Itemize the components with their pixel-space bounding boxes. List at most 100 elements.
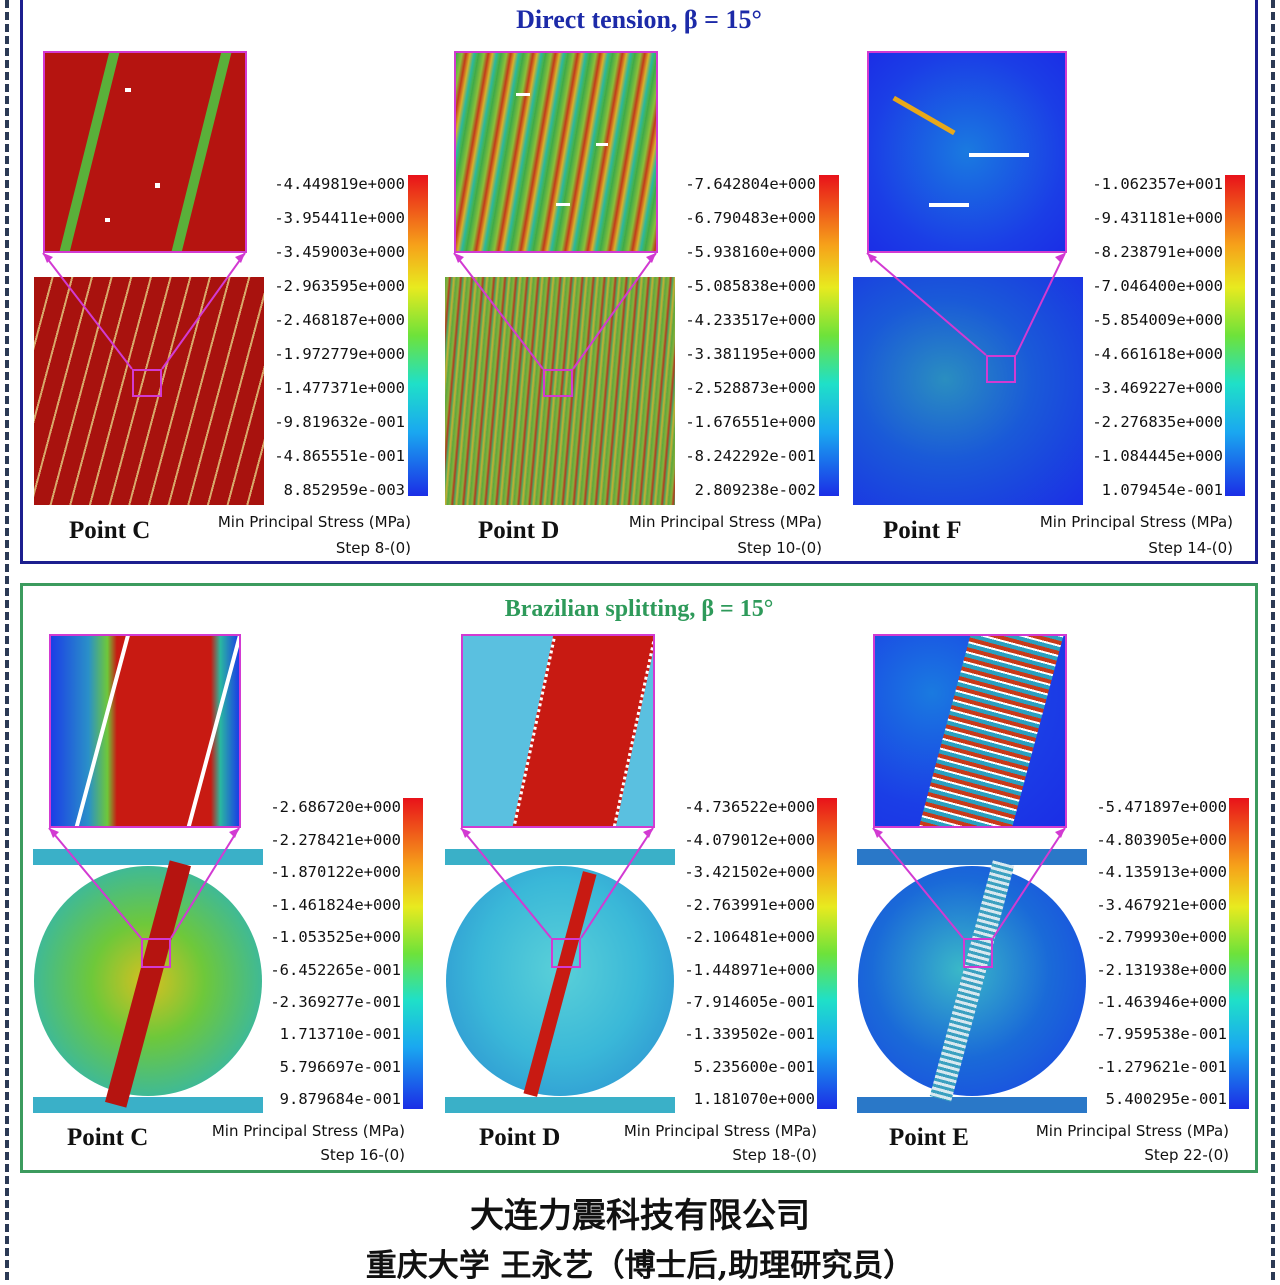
legend-tick-label: -4.079012e+000 bbox=[684, 831, 815, 849]
legend-tick-label: -6.790483e+000 bbox=[685, 209, 816, 227]
legend-tick-label: -2.106481e+000 bbox=[684, 928, 815, 946]
legend-tick-label: -1.062357e+001 bbox=[1092, 175, 1223, 193]
legend-tick-label: -1.339502e-001 bbox=[684, 1025, 815, 1043]
step-label: Step 22-(0) bbox=[1144, 1146, 1229, 1164]
zoomed-detail-image bbox=[461, 634, 655, 828]
color-legend-ticks: -1.062357e+001 -9.431181e+000 -8.238791e… bbox=[1071, 0, 1223, 567]
legend-tick-label: 5.235600e-001 bbox=[693, 1058, 815, 1076]
legend-tick-label: -2.468187e+000 bbox=[274, 311, 405, 329]
legend-tick-label: -2.278421e+000 bbox=[270, 831, 401, 849]
result-cell-point-f: -1.062357e+001 -9.431181e+000 -8.238791e… bbox=[845, 0, 1257, 567]
legend-tick-label: 9.879684e-001 bbox=[279, 1090, 401, 1108]
legend-tick-label: -1.084445e+000 bbox=[1092, 447, 1223, 465]
legend-tick-label: -4.803905e+000 bbox=[1096, 831, 1227, 849]
legend-tick-label: -3.469227e+000 bbox=[1092, 379, 1223, 397]
legend-tick-label: -7.642804e+000 bbox=[685, 175, 816, 193]
panel-title: Direct tension, β = 15° bbox=[516, 5, 762, 34]
legend-tick-label: -7.914605e-001 bbox=[684, 993, 815, 1011]
point-label: Point C bbox=[69, 517, 151, 544]
legend-tick-label: -5.471897e+000 bbox=[1096, 798, 1227, 816]
region-of-interest-box bbox=[963, 938, 993, 968]
step-label: Step 14-(0) bbox=[1148, 539, 1233, 557]
legend-tick-label: -9.819632e-001 bbox=[274, 413, 405, 431]
legend-tick-label: -1.463946e+000 bbox=[1096, 993, 1227, 1011]
result-cell-point-e: -5.471897e+000 -4.803905e+000 -4.135913e… bbox=[847, 586, 1259, 1176]
zoomed-detail-image bbox=[867, 51, 1067, 253]
legend-tick-label: -8.242292e-001 bbox=[685, 447, 816, 465]
region-of-interest-box bbox=[141, 938, 171, 968]
legend-tick-label: -1.448971e+000 bbox=[684, 961, 815, 979]
step-label: Step 8-(0) bbox=[335, 539, 411, 557]
point-label: Point E bbox=[889, 1124, 969, 1151]
legend-tick-label: -4.865551e-001 bbox=[274, 447, 405, 465]
brazilian-splitting-panel: Brazilian splitting, β = 15° -2.686720e+… bbox=[20, 583, 1258, 1173]
legend-tick-label: 5.400295e-001 bbox=[1105, 1090, 1227, 1108]
legend-tick-label: -4.736522e+000 bbox=[684, 798, 815, 816]
legend-tick-label: -1.461824e+000 bbox=[270, 896, 401, 914]
legend-tick-label: -5.938160e+000 bbox=[685, 243, 816, 261]
zoomed-detail-image bbox=[873, 634, 1067, 828]
legend-tick-label: 2.809238e-002 bbox=[694, 481, 816, 499]
company-name: 大连力震科技有限公司 bbox=[470, 1196, 810, 1236]
step-label: Step 10-(0) bbox=[737, 539, 822, 557]
legend-tick-label: -4.661618e+000 bbox=[1092, 345, 1223, 363]
region-of-interest-box bbox=[551, 938, 581, 968]
legend-tick-label: -3.381195e+000 bbox=[685, 345, 816, 363]
specimen-disc-image bbox=[857, 849, 1087, 1113]
legend-tick-label: -7.046400e+000 bbox=[1092, 277, 1223, 295]
quantity-label: Min Principal Stress (MPa) bbox=[623, 1122, 817, 1140]
legend-tick-label: -1.972779e+000 bbox=[274, 345, 405, 363]
right-dashed-border bbox=[1271, 0, 1275, 1280]
legend-tick-label: -9.431181e+000 bbox=[1092, 209, 1223, 227]
step-label: Step 18-(0) bbox=[732, 1146, 817, 1164]
legend-tick-label: -2.763991e+000 bbox=[684, 896, 815, 914]
color-legend-bar bbox=[817, 798, 837, 1109]
quantity-label: Min Principal Stress (MPa) bbox=[217, 513, 411, 531]
quantity-label: Min Principal Stress (MPa) bbox=[628, 513, 822, 531]
legend-tick-label: -1.870122e+000 bbox=[270, 863, 401, 881]
color-legend-ticks: -4.449819e+000 -3.954411e+000 -3.459003e… bbox=[253, 0, 405, 567]
legend-tick-label: -5.854009e+000 bbox=[1092, 311, 1223, 329]
step-label: Step 16-(0) bbox=[320, 1146, 405, 1164]
color-legend-bar bbox=[1225, 175, 1245, 496]
color-legend-bar bbox=[403, 798, 423, 1109]
legend-tick-label: -2.276835e+000 bbox=[1092, 413, 1223, 431]
legend-tick-label: -2.369277e-001 bbox=[270, 993, 401, 1011]
region-of-interest-box bbox=[543, 369, 573, 397]
legend-tick-label: 1.079454e-001 bbox=[1101, 481, 1223, 499]
legend-tick-label: -5.085838e+000 bbox=[685, 277, 816, 295]
quantity-label: Min Principal Stress (MPa) bbox=[1039, 513, 1233, 531]
quantity-label: Min Principal Stress (MPa) bbox=[211, 1122, 405, 1140]
legend-tick-label: -2.963595e+000 bbox=[274, 277, 405, 295]
color-legend-ticks: -5.471897e+000 -4.803905e+000 -4.135913e… bbox=[1075, 586, 1227, 1176]
point-label: Point D bbox=[478, 517, 560, 544]
left-dashed-border bbox=[5, 0, 9, 1280]
legend-tick-label: -8.238791e+000 bbox=[1092, 243, 1223, 261]
panel-title: Brazilian splitting, β = 15° bbox=[504, 596, 774, 622]
legend-tick-label: -1.477371e+000 bbox=[274, 379, 405, 397]
color-legend-bar bbox=[1229, 798, 1249, 1109]
specimen-disc-image bbox=[445, 849, 675, 1113]
legend-tick-label: -3.467921e+000 bbox=[1096, 896, 1227, 914]
legend-tick-label: -3.954411e+000 bbox=[274, 209, 405, 227]
quantity-label: Min Principal Stress (MPa) bbox=[1035, 1122, 1229, 1140]
legend-tick-label: -2.799930e+000 bbox=[1096, 928, 1227, 946]
point-label: Point C bbox=[67, 1124, 149, 1151]
legend-tick-label: -4.233517e+000 bbox=[685, 311, 816, 329]
legend-tick-label: -3.459003e+000 bbox=[274, 243, 405, 261]
author-credit: 重庆大学 王永艺（博士后,助理研究员） bbox=[365, 1248, 915, 1284]
legend-tick-label: -6.452265e-001 bbox=[270, 961, 401, 979]
zoomed-detail-image bbox=[49, 634, 241, 828]
color-legend-ticks: -4.736522e+000 -4.079012e+000 -3.421502e… bbox=[663, 586, 815, 1176]
color-legend-ticks: -7.642804e+000 -6.790483e+000 -5.938160e… bbox=[664, 0, 816, 567]
legend-tick-label: 8.852959e-003 bbox=[283, 481, 405, 499]
legend-tick-label: -4.135913e+000 bbox=[1096, 863, 1227, 881]
color-legend-bar bbox=[819, 175, 839, 496]
point-label: Point F bbox=[883, 517, 962, 544]
legend-tick-label: -7.959538e-001 bbox=[1096, 1025, 1227, 1043]
legend-tick-label: -2.528873e+000 bbox=[685, 379, 816, 397]
point-label: Point D bbox=[479, 1124, 561, 1151]
result-cell-point-c: -2.686720e+000 -2.278421e+000 -1.870122e… bbox=[23, 586, 435, 1176]
direct-tension-panel: Direct tension, β = 15° -4.449819e+000 -… bbox=[20, 0, 1258, 564]
legend-tick-label: -3.421502e+000 bbox=[684, 863, 815, 881]
